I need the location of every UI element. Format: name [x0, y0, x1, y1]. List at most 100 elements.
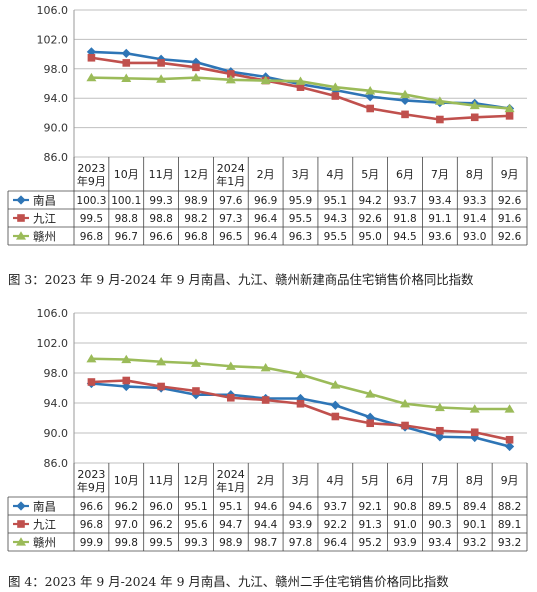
data-point [156, 74, 167, 83]
legend-key [13, 231, 29, 240]
data-label: 90.8 [393, 501, 416, 513]
data-label: 99.3 [149, 195, 172, 207]
data-point [87, 53, 96, 62]
data-point [190, 72, 201, 82]
data-point [260, 75, 271, 85]
data-label: 93.9 [289, 519, 312, 531]
data-label: 95.2 [358, 537, 381, 549]
x-tick-label: 11月 [149, 474, 174, 487]
x-tick-label: 8月 [466, 474, 484, 487]
data-label: 93.2 [498, 537, 521, 549]
x-tick-label: 2024 [217, 162, 245, 175]
y-tick-label: 90.0 [44, 427, 69, 440]
data-label: 97.0 [115, 519, 138, 531]
data-point [190, 358, 201, 367]
data-point [331, 92, 340, 100]
data-point [470, 113, 479, 122]
data-point [260, 362, 271, 372]
data-point [87, 378, 96, 386]
data-point [400, 95, 410, 106]
data-point [122, 376, 131, 385]
series-line [91, 382, 510, 448]
x-tick-label: 3月 [292, 168, 310, 181]
data-label: 95.9 [289, 195, 312, 207]
legend-key [13, 501, 29, 511]
x-tick-label: 5月 [361, 474, 379, 487]
data-point [470, 428, 479, 437]
data-label: 96.8 [80, 519, 103, 531]
data-point [401, 421, 409, 430]
data-label: 95.1 [219, 501, 242, 513]
data-point [366, 104, 374, 113]
data-point [86, 353, 97, 363]
data-label: 100.3 [76, 195, 106, 207]
chart-panel-new-homes: 86.0 90.0 94.0 98.0 102.0 106.0 2023 年9月 10月 11月 1… [0, 0, 537, 292]
data-point [157, 382, 165, 391]
x-tick-label: 5月 [361, 168, 379, 181]
legend-label: 南昌 [33, 500, 56, 514]
data-point [295, 369, 306, 379]
data-point [435, 432, 445, 442]
data-label: 91.4 [463, 213, 487, 225]
data-point [121, 354, 132, 364]
data-label: 98.2 [184, 213, 207, 225]
data-label: 93.7 [324, 501, 347, 513]
data-label: 96.0 [149, 501, 172, 513]
data-point [469, 100, 480, 110]
x-tick-label: 9月 [501, 168, 519, 181]
data-label: 93.4 [428, 195, 452, 207]
legend-label: 赣州 [33, 536, 56, 550]
gridlines [74, 9, 527, 158]
y-tick-label: 98.0 [44, 63, 69, 76]
data-point [504, 404, 515, 413]
y-tick-label: 86.0 [44, 457, 69, 470]
series-diamond [86, 378, 515, 452]
data-point [156, 356, 167, 366]
data-point [225, 361, 236, 370]
data-point [330, 380, 341, 389]
data-point [504, 103, 515, 113]
x-tick-label: 7月 [431, 168, 449, 181]
x-tick-label: 3月 [292, 474, 310, 487]
x-tick-label: 6月 [396, 474, 414, 487]
x-tick-label: 2023 [77, 162, 105, 175]
series-triangle [86, 353, 515, 413]
x-tick-label: 4月 [326, 168, 344, 181]
data-label: 92.6 [358, 213, 382, 225]
data-label: 99.9 [80, 537, 103, 549]
data-label: 95.1 [324, 195, 347, 207]
data-label: 95.0 [358, 231, 381, 243]
data-label: 94.5 [393, 231, 416, 243]
data-label: 96.2 [115, 501, 138, 513]
data-label: 98.9 [184, 195, 207, 207]
y-tick-label: 106.0 [37, 4, 69, 17]
data-label: 90.1 [463, 519, 486, 531]
x-tick-label: 6月 [396, 168, 414, 181]
x-tick-label: 2024 [217, 468, 245, 481]
data-label: 97.3 [219, 213, 242, 225]
data-label: 93.9 [393, 537, 416, 549]
data-label: 95.5 [289, 213, 312, 225]
data-label: 91.1 [428, 213, 451, 225]
data-point [192, 387, 200, 395]
data-label: 91.8 [393, 213, 416, 225]
data-point [122, 59, 131, 67]
data-label: 92.1 [358, 501, 381, 513]
x-tick-label: 8月 [466, 168, 484, 181]
data-point [225, 75, 236, 84]
y-tick-label: 90.0 [44, 122, 69, 135]
data-label: 96.8 [184, 231, 207, 243]
data-point [192, 63, 200, 72]
chart-panel-second-hand: 86.0 90.0 94.0 98.0 102.0 106.0 2023 年9月 10月 11月 1… [0, 300, 537, 592]
data-label: 92.6 [498, 195, 522, 207]
data-label: 96.2 [149, 519, 172, 531]
legend-key [13, 214, 29, 222]
data-point [330, 400, 340, 410]
data-label: 96.6 [80, 501, 104, 513]
data-label: 89.4 [463, 501, 487, 513]
data-label: 96.9 [254, 195, 277, 207]
y-tick-label: 106.0 [37, 307, 69, 320]
data-point [295, 76, 306, 85]
